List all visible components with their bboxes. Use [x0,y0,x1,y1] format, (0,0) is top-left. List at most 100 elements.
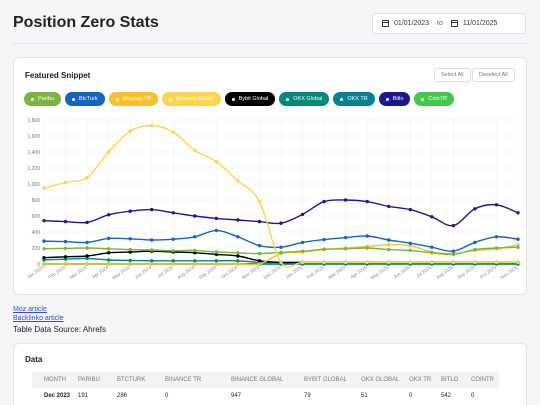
data-point [365,199,369,204]
data-point [63,246,68,251]
legend-dot [286,97,290,101]
column-header[interactable]: MONTH [32,372,78,388]
data-point [42,255,46,260]
x-tick-label: Nov 2024 [241,264,260,280]
data-point [128,262,132,266]
data-point [63,239,68,244]
data-point [85,254,89,258]
deselect-all-button[interactable]: Deselect All [472,68,515,82]
data-point [408,207,412,212]
data-point [106,251,111,255]
data-point [171,237,175,241]
data-point [473,247,477,252]
legend-pill[interactable]: Binance Global [162,92,221,106]
data-point [128,250,132,254]
data-point [63,257,68,261]
legend-pill[interactable]: Binance TR [108,92,159,106]
legend-dot [231,97,235,101]
y-tick-label: 1,400 [27,150,40,156]
data-point [300,212,305,217]
data-point [516,245,520,249]
legend-label: Binance Global [176,96,214,102]
data-point [214,262,219,266]
data-point [343,247,348,251]
data-point [387,204,391,209]
data-point [193,251,197,255]
x-tick-label: Jan 2023 [26,264,45,279]
data-point [322,199,326,204]
data-point [473,207,477,211]
data-point [300,260,305,265]
x-tick-label: Mar 2025 [327,264,346,279]
data-point [279,245,283,249]
data-point [42,239,46,243]
moz-article-link[interactable]: Moz article [13,306,47,313]
data-point [171,130,175,134]
data-point [473,240,477,245]
legend-label: Paribu [38,96,54,102]
legend-pill[interactable]: OKX TR [333,92,375,106]
column-header[interactable]: BINANCE GLOBAL [231,372,304,388]
x-tick-label: Oct 2024 [220,264,239,279]
data-point [236,179,240,183]
card-title: Featured Snippet [25,71,91,80]
column-header[interactable]: BTCTURK [117,372,165,388]
column-header[interactable]: BITLO [441,372,471,388]
y-tick-label: 800 [32,198,41,204]
table-source: Table Data Source: Ahrefs [13,325,106,334]
legend-dot [31,97,34,101]
data-point [408,243,412,248]
data-point [150,262,154,266]
legend-pill[interactable]: Bitlo [378,92,411,106]
column-header[interactable]: OKX TR [409,372,441,388]
data-point [451,260,456,265]
backlinko-article-link[interactable]: Backlinko article [13,315,64,322]
data-point [42,218,46,223]
legend-label: Bitlo [392,96,404,102]
data-point [150,248,154,252]
data-point [193,259,197,263]
date-range-picker[interactable]: 01/01/2023 to 11/01/2025 [372,13,526,34]
data-point [516,243,520,247]
y-tick-label: 1,200 [27,166,40,172]
column-header[interactable]: PARIBU [78,372,117,388]
legend-dot [421,97,425,101]
data-point [516,260,520,265]
data-point [430,245,434,249]
end-date[interactable]: 11/01/2025 [462,20,498,27]
data-point [365,246,369,250]
data-point [85,240,89,245]
data-point [193,148,197,153]
y-tick-label: 400 [32,230,41,236]
legend-pill[interactable]: Bybit Global [224,92,276,106]
data-point [365,234,369,238]
data-point [236,235,240,239]
page-title: Position Zero Stats [13,14,159,31]
data-point [451,249,456,253]
x-tick-label: Apr 2024 [91,264,110,279]
data-point [279,260,283,265]
column-header[interactable]: BINANCE TR [165,372,231,388]
x-tick-label: Jun 2024 [134,264,153,279]
table-cell: 947 [231,393,242,399]
start-date[interactable]: 01/01/2023 [394,20,430,27]
x-tick-label: Nov 2025 [500,264,519,280]
data-point [150,259,154,263]
x-tick-label: Mar 2024 [69,264,88,279]
x-tick-label: Apr 2025 [350,264,369,279]
legend-pill[interactable]: Paribu [24,92,61,106]
column-header[interactable]: BYBIT GLOBAL [304,372,361,388]
legend-pill[interactable]: OKX Global [279,92,330,106]
select-all-button[interactable]: Select All [434,68,471,82]
legend-pill[interactable]: CoinTR [414,92,455,106]
table-cell: 191 [78,393,89,399]
legend-pill[interactable]: BtcTurk [64,92,105,106]
data-point [322,260,326,265]
data-point [279,221,283,225]
data-point [150,207,154,212]
data-point [106,258,111,262]
column-header[interactable]: COINTR [471,372,499,388]
data-point [171,249,175,253]
column-header[interactable]: OKX GLOBAL [361,372,409,388]
data-point [106,247,111,251]
